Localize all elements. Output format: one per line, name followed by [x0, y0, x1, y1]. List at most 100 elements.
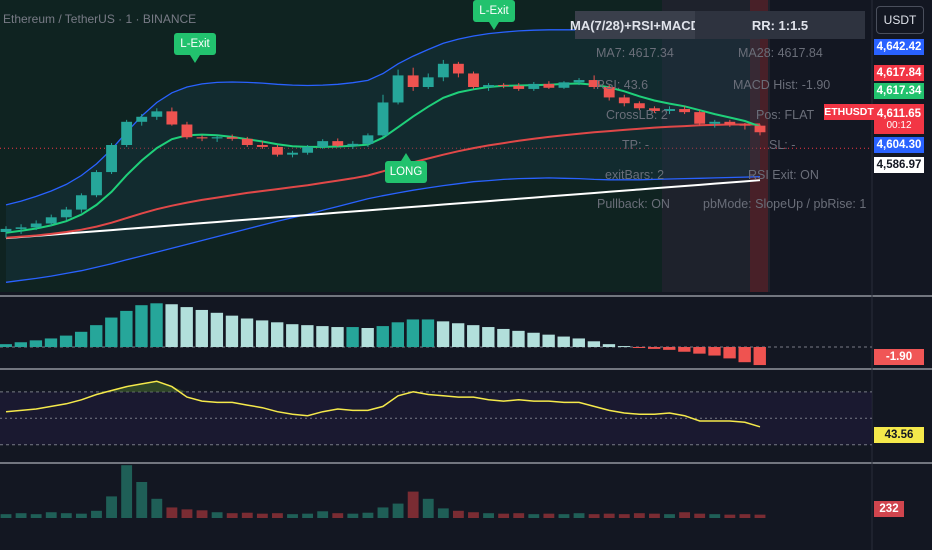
candle-body [121, 121, 133, 145]
ma28-line [5, 123, 761, 239]
candle-body [317, 141, 329, 147]
candle-body [483, 85, 494, 87]
risk-reward-label: RR: 1:1.5 [695, 11, 865, 39]
volume-bar [724, 514, 736, 518]
volume-bar [513, 513, 525, 518]
bollinger-fill [6, 29, 760, 283]
macd-bar [225, 315, 239, 347]
volume-bar [211, 512, 223, 518]
candle-body [407, 75, 419, 87]
volume-bar [256, 513, 268, 518]
macd-bar [391, 322, 405, 347]
volume-bar [60, 513, 72, 518]
macd-bar [361, 328, 374, 347]
volume-bar [362, 512, 374, 518]
volume-bar [528, 514, 540, 518]
long-entry-label: LONG [385, 161, 427, 183]
volume-bar [45, 512, 57, 518]
candle-body [226, 137, 238, 139]
info-rsi-exit: RSI Exit: ON [748, 168, 819, 182]
long-entry-pointer [401, 153, 411, 161]
candle-body [739, 124, 751, 126]
macd-bar [165, 304, 178, 347]
macd-bar [29, 340, 43, 347]
symbol-title: Ethereum / TetherUS · 1 · BINANCE [3, 12, 197, 26]
info-ma7: MA7: 4617.34 [596, 46, 674, 60]
macd-bar [316, 326, 329, 347]
candle-body [196, 137, 208, 139]
macd-bar [0, 344, 12, 347]
macd-bar [572, 338, 585, 347]
volume-bar [543, 513, 555, 518]
ma28-price: 4,617.84 [874, 65, 924, 81]
macd-bar [421, 319, 435, 347]
info-rsi: RSI: 43.6 [596, 78, 649, 92]
volume-bar [498, 513, 510, 518]
bar-countdown: 00:12 [886, 119, 912, 131]
candle-body [573, 80, 585, 83]
macd-bar [59, 335, 73, 347]
volume-bar [754, 514, 766, 518]
macd-bar [451, 323, 465, 347]
macd-value-badge: -1.90 [874, 349, 924, 365]
macd-bar [271, 322, 284, 347]
last-price: 4,611.65 [876, 107, 922, 120]
macd-bar [602, 344, 616, 347]
info-pullback: Pullback: ON [597, 197, 670, 211]
candle-body [422, 77, 434, 87]
volume-bar [15, 513, 27, 518]
candle-body [709, 121, 721, 124]
macd-bar [210, 312, 224, 347]
volume-bar [30, 514, 42, 518]
macd-bar [105, 317, 118, 347]
candle-body [362, 135, 374, 144]
volume-bar [422, 498, 434, 518]
macd-bar [587, 341, 601, 347]
candle-body [468, 73, 479, 87]
macd-bar [542, 334, 555, 347]
volume-bar [437, 508, 449, 518]
macd-bar [120, 310, 133, 347]
info-exitbars: exitBars: 2 [605, 168, 665, 182]
macd-bar [255, 320, 269, 347]
upper-band-price: 4,642.42 [874, 39, 924, 55]
candle-body [30, 223, 42, 228]
candle-body [347, 143, 359, 146]
volume-bar [91, 510, 102, 518]
lower-band-price: 4,604.30 [874, 137, 924, 153]
info-position: Pos: FLAT [756, 108, 815, 122]
volume-bar [121, 465, 133, 518]
volume-bar [739, 514, 751, 518]
macd-bar [753, 347, 766, 366]
candle-body [603, 87, 615, 98]
candle-body [181, 124, 193, 138]
candle-body [392, 75, 404, 103]
candle-body [679, 109, 691, 113]
candle-body [166, 111, 178, 125]
volume-bar [664, 514, 675, 518]
info-crosslb: CrossLB: 2 [606, 108, 668, 122]
candle-body [75, 195, 87, 210]
volume-bar [392, 503, 404, 518]
macd-bar [527, 332, 540, 347]
volume-bar [166, 507, 178, 518]
volume-bar [468, 512, 479, 518]
macd-bar [617, 346, 631, 348]
long-exit-pointer [489, 22, 499, 30]
volume-bar [317, 511, 329, 518]
symbol-price-tag: ETHUSDT [824, 104, 874, 120]
ma7-price: 4,617.34 [874, 83, 924, 99]
macd-bar [301, 325, 314, 347]
volume-bar [633, 513, 645, 518]
candle-body [558, 82, 570, 88]
volume-bar [694, 513, 706, 518]
last-price-badge: 4,611.65 00:12 [874, 104, 924, 134]
volume-bar [106, 496, 117, 518]
currency-selector[interactable]: USDT [876, 6, 924, 34]
macd-bar [663, 347, 676, 350]
long-ma-line [5, 179, 761, 240]
macd-bar [632, 347, 646, 348]
candle-body [45, 217, 57, 224]
